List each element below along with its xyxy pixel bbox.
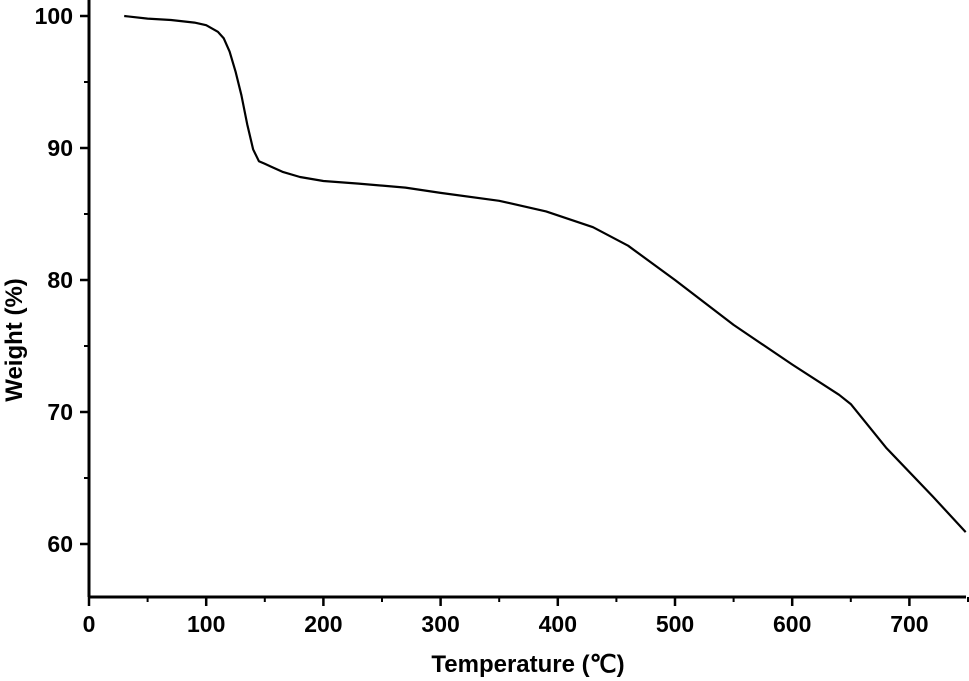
y-tick-label: 100 bbox=[35, 3, 73, 29]
x-tick-label: 200 bbox=[304, 611, 342, 637]
x-tick-label: 600 bbox=[773, 611, 811, 637]
tick-labels: 0 100 200 300 400 500 600 700 60 70 80 90 100 bbox=[35, 3, 929, 637]
x-tick-label: 300 bbox=[421, 611, 459, 637]
x-tick-label: 500 bbox=[656, 611, 694, 637]
x-tick-label: 0 bbox=[83, 611, 96, 637]
axes bbox=[87, 0, 966, 599]
x-tick-label: 700 bbox=[890, 611, 928, 637]
y-tick-label: 90 bbox=[47, 135, 73, 161]
x-axis-title: Temperature (℃) bbox=[431, 651, 624, 678]
x-tick-label: 100 bbox=[187, 611, 225, 637]
x-tick-label: 400 bbox=[539, 611, 577, 637]
y-tick-label: 60 bbox=[47, 531, 73, 557]
y-axis-title: Weight (%) bbox=[1, 278, 28, 402]
weight-loss-curve bbox=[124, 14, 967, 533]
ticks bbox=[80, 14, 969, 606]
y-tick-label: 70 bbox=[47, 399, 73, 425]
y-tick-label: 80 bbox=[47, 267, 73, 293]
